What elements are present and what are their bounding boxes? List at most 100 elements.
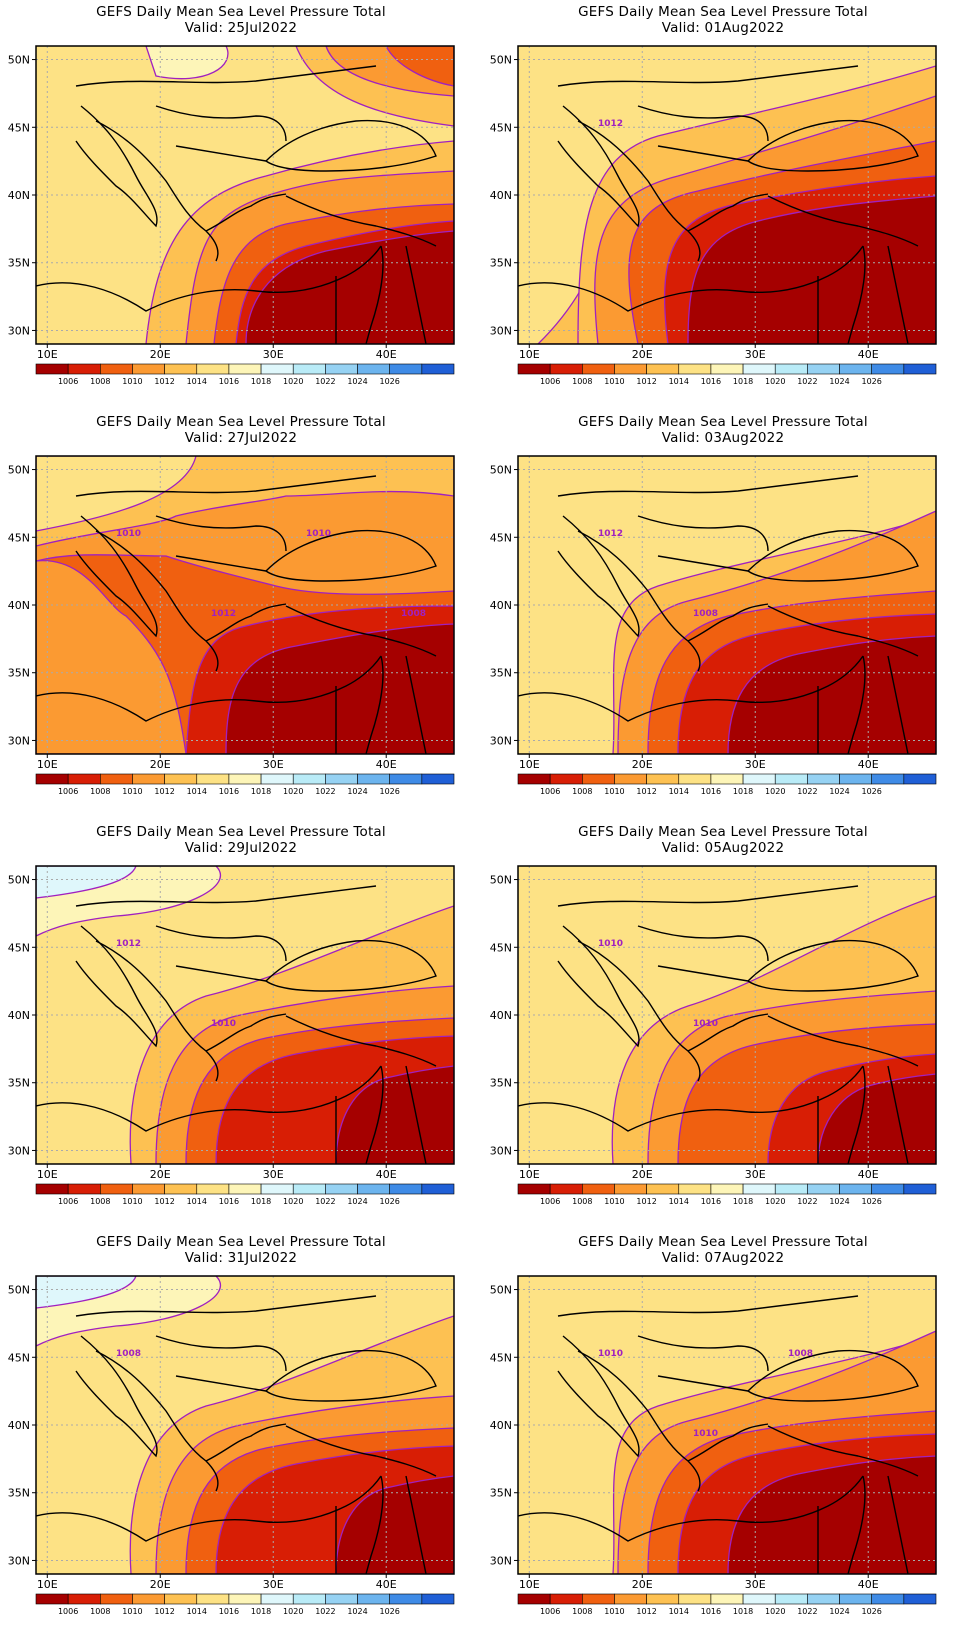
contour-label: 1012 [116, 939, 141, 949]
colorbar-label: 1016 [701, 377, 721, 386]
coastline [767, 195, 919, 247]
pressure-band [145, 46, 229, 80]
contour-label: 1008 [693, 609, 718, 619]
colorbar-swatch [710, 773, 744, 785]
x-tick-label: 40E [858, 1168, 879, 1181]
coastline [847, 1065, 866, 1164]
x-tick-label: 40E [858, 758, 879, 771]
x-tick-label: 20E [632, 348, 653, 361]
coastline [36, 655, 382, 722]
colorbar-label: 1024 [347, 1607, 367, 1616]
y-tick-label: 40N [490, 599, 512, 612]
coastline [746, 529, 919, 582]
colorbar-label: 1018 [251, 1197, 271, 1206]
coastline [264, 119, 437, 172]
colorbar-swatch [517, 1593, 551, 1605]
coastline [887, 245, 909, 344]
colorbar-label: 1020 [765, 1607, 785, 1616]
colorbar-label: 1006 [540, 377, 560, 386]
colorbar-swatch [903, 773, 937, 785]
colorbar-label: 1026 [380, 1607, 400, 1616]
x-tick-label: 40E [376, 348, 397, 361]
coastline [155, 105, 287, 142]
y-tick-label: 45N [490, 1351, 512, 1364]
x-tick-label: 10E [519, 1578, 540, 1591]
y-tick-label: 35N [8, 257, 30, 270]
colorbar-label: 1016 [219, 377, 239, 386]
map-panel-p5: GEFS Daily Mean Sea Level Pressure Total… [0, 820, 482, 1230]
colorbar-label: 1018 [733, 787, 753, 796]
colorbar-swatch [164, 1593, 198, 1605]
colorbar-label: 1014 [669, 1197, 689, 1206]
colorbar-swatch [839, 1183, 872, 1195]
coastline [557, 885, 859, 907]
coastline [887, 655, 909, 754]
x-tick-label: 20E [150, 1578, 171, 1591]
coastline [767, 1425, 919, 1477]
colorbar-label: 1012 [636, 1197, 656, 1206]
x-tick-label: 20E [632, 758, 653, 771]
colorbar-swatch [646, 1593, 680, 1605]
colorbar-swatch [871, 1593, 905, 1605]
colorbar-label: 1008 [572, 377, 592, 386]
panel-valid-date: Valid: 31Jul2022 [184, 1250, 298, 1266]
colorbar-label: 1024 [829, 1197, 849, 1206]
pressure-band [727, 1455, 936, 1574]
colorbar-swatch [646, 773, 680, 785]
y-tick-label: 35N [490, 1487, 512, 1500]
colorbar-swatch [196, 1183, 230, 1195]
y-tick-label: 50N [490, 874, 512, 887]
colorbar-swatch [421, 1593, 455, 1605]
coastline [767, 1015, 919, 1067]
panel-title: GEFS Daily Mean Sea Level Pressure Total [96, 414, 386, 430]
coastline [264, 529, 437, 582]
colorbar-label: 1022 [797, 1607, 817, 1616]
colorbar-label: 1008 [572, 1197, 592, 1206]
x-tick-label: 20E [150, 348, 171, 361]
colorbar-swatch [35, 773, 69, 785]
colorbar-label: 1014 [669, 377, 689, 386]
contour-label: 1010 [693, 1019, 718, 1029]
y-tick-label: 30N [8, 1554, 30, 1567]
coastline [557, 1335, 640, 1458]
colorbar-swatch [710, 1593, 744, 1605]
y-tick-label: 40N [8, 1419, 30, 1432]
colorbar-swatch [839, 1593, 872, 1605]
y-tick-label: 30N [8, 324, 30, 337]
panel-valid-date: Valid: 03Aug2022 [661, 430, 785, 446]
colorbar-label: 1008 [572, 787, 592, 796]
colorbar-label: 1006 [540, 1607, 560, 1616]
colorbar-swatch [582, 1183, 615, 1195]
colorbar-label: 1022 [797, 787, 817, 796]
colorbar-swatch [389, 1183, 423, 1195]
colorbar-swatch [646, 1183, 680, 1195]
coastline [557, 65, 859, 87]
contour-label: 1008 [788, 1349, 813, 1359]
contour-label: 1008 [401, 609, 426, 619]
y-tick-label: 35N [490, 667, 512, 680]
colorbar-swatch [67, 1183, 101, 1195]
colorbar-swatch [132, 363, 165, 375]
colorbar-label: 1012 [636, 377, 656, 386]
x-tick-label: 10E [519, 348, 540, 361]
colorbar-label: 1014 [187, 377, 207, 386]
coastline [155, 925, 287, 962]
coastline [518, 1065, 864, 1132]
colorbar-swatch [903, 363, 937, 375]
colorbar-label: 1020 [283, 377, 303, 386]
coastline [285, 195, 437, 247]
colorbar-swatch [357, 773, 390, 785]
coastline [36, 245, 382, 312]
contour-label: 1010 [306, 529, 331, 539]
colorbar-label: 1006 [58, 377, 78, 386]
coastline [365, 1475, 384, 1574]
coastline [155, 515, 287, 552]
colorbar-label: 1018 [733, 377, 753, 386]
coastline [36, 1065, 382, 1132]
pressure-band [36, 866, 137, 899]
colorbar-swatch [517, 773, 551, 785]
coastline [175, 1375, 267, 1392]
coastline [557, 475, 859, 497]
map-panel-p4: GEFS Daily Mean Sea Level Pressure Total… [482, 410, 964, 820]
pressure-map: 1010 1010 30N 35N 40N 45N 50N 10E 20E 30E 40E 1006 1… [490, 865, 937, 1206]
